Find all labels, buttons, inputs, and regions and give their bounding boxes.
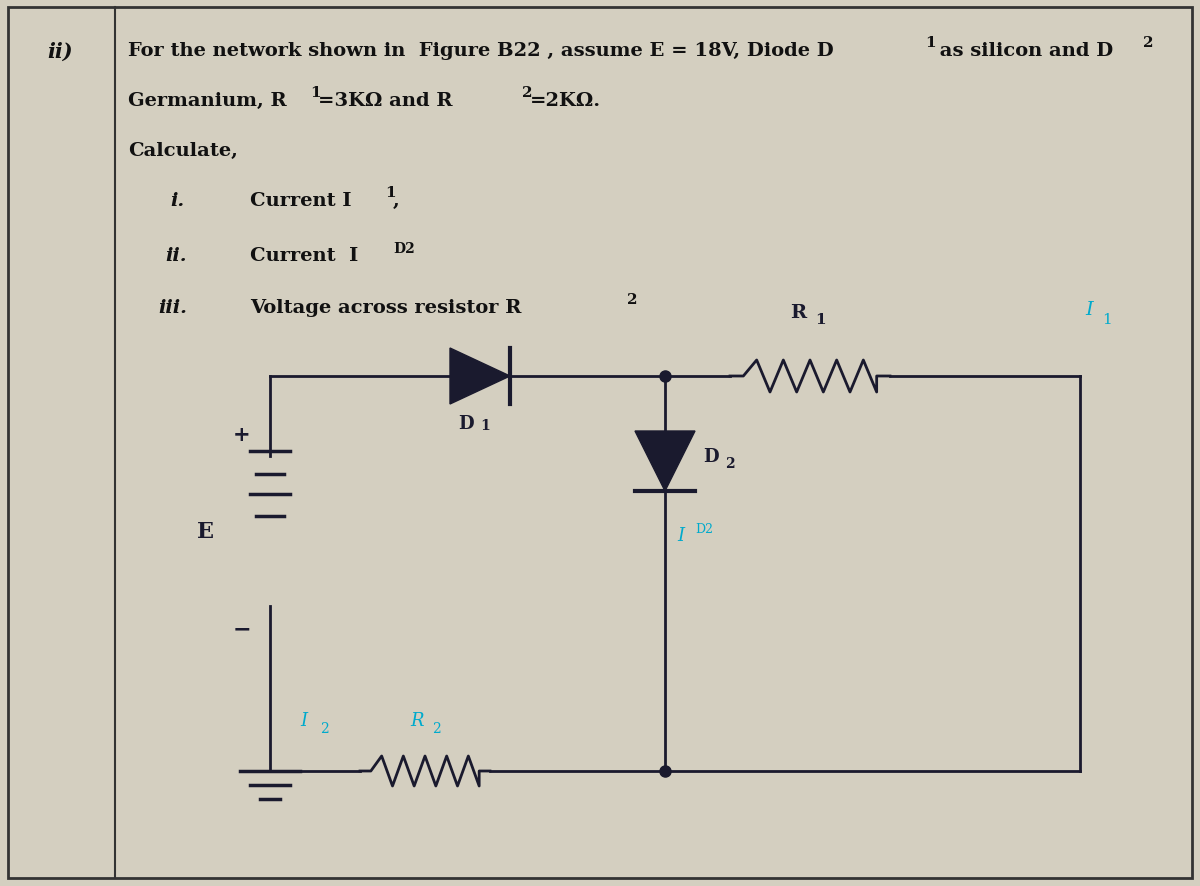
Text: i.: i. (170, 191, 184, 210)
Text: D: D (458, 415, 474, 432)
Text: For the network shown in  Figure B22 , assume E = 18V, Diode D: For the network shown in Figure B22 , as… (128, 42, 834, 60)
Text: +: + (233, 424, 251, 445)
Text: −: − (233, 618, 251, 638)
Text: Current I: Current I (250, 191, 352, 210)
Text: ii.: ii. (166, 246, 186, 265)
Text: R: R (790, 304, 806, 322)
Text: 2: 2 (432, 721, 440, 735)
Text: 1: 1 (310, 86, 320, 100)
Text: 1: 1 (385, 186, 396, 199)
Text: I: I (677, 526, 684, 544)
Text: I: I (1085, 300, 1093, 319)
Text: D2: D2 (695, 523, 713, 535)
Text: Current  I: Current I (250, 246, 359, 265)
Text: ,: , (394, 191, 400, 210)
Text: 1: 1 (815, 313, 826, 327)
Text: D2: D2 (394, 242, 415, 256)
Polygon shape (635, 431, 695, 492)
Text: R: R (410, 711, 424, 729)
Text: ii): ii) (47, 42, 73, 62)
Text: 1: 1 (925, 36, 936, 50)
Text: Voltage across resistor R: Voltage across resistor R (250, 299, 521, 316)
Text: I: I (300, 711, 307, 729)
Text: 2: 2 (725, 456, 734, 470)
Text: as silicon and D: as silicon and D (934, 42, 1114, 60)
Text: 2: 2 (1142, 36, 1153, 50)
Text: E: E (197, 520, 214, 542)
Text: 1: 1 (1102, 313, 1111, 327)
Text: Germanium, R: Germanium, R (128, 92, 287, 110)
Text: D: D (703, 447, 719, 465)
Text: 2: 2 (628, 292, 637, 307)
Polygon shape (450, 348, 510, 405)
Text: =2KΩ.: =2KΩ. (530, 92, 601, 110)
Text: 2: 2 (522, 86, 533, 100)
Text: Calculate,: Calculate, (128, 142, 238, 159)
Text: iii.: iii. (158, 299, 187, 316)
Text: 2: 2 (320, 721, 329, 735)
Text: =3KΩ and R: =3KΩ and R (318, 92, 452, 110)
Text: 1: 1 (480, 418, 490, 432)
